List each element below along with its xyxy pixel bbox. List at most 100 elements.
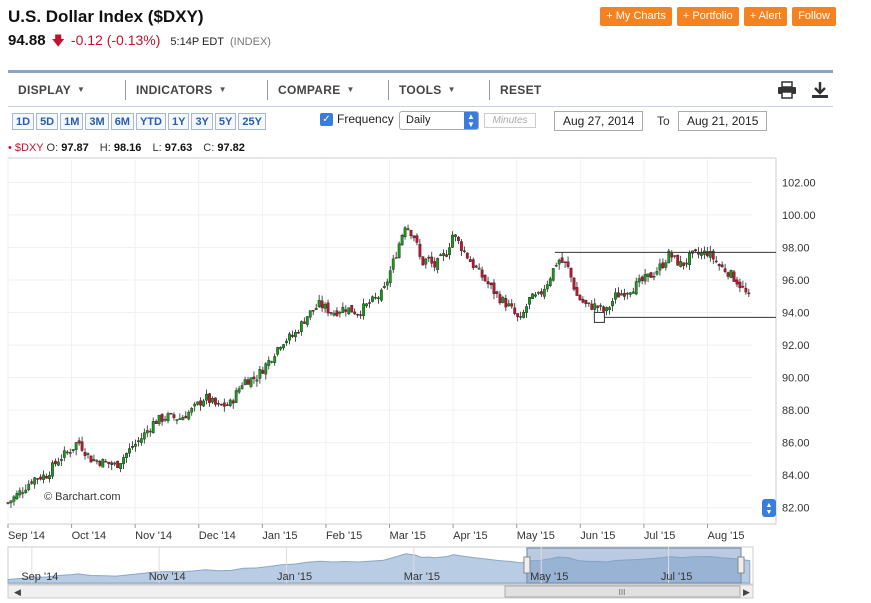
minutes-input[interactable]: Minutes	[484, 113, 536, 128]
frequency-select[interactable]: Daily ▲ ▼	[399, 111, 479, 130]
menu-reset[interactable]: RESET	[490, 79, 552, 101]
candle-body	[474, 265, 478, 268]
candle-body	[83, 452, 87, 456]
menu-display[interactable]: DISPLAY ▼	[8, 79, 125, 101]
x-tick-label: Oct '14	[72, 530, 107, 542]
candle-body	[353, 311, 357, 315]
y-tick-label: 88.00	[782, 405, 810, 417]
candle-body	[368, 302, 371, 304]
y-tick-label: 94.00	[782, 308, 810, 320]
x-tick-label: Feb '15	[326, 530, 362, 542]
candle-body	[388, 270, 392, 284]
candle-body	[311, 310, 315, 312]
candle-body	[578, 295, 582, 301]
candle-body	[113, 462, 117, 465]
arrow-right-icon[interactable]: ▶	[743, 587, 750, 597]
candle-body	[30, 481, 34, 484]
candle-body	[602, 306, 606, 312]
candle-body	[148, 430, 152, 433]
candle-body	[270, 361, 274, 363]
date-from-input[interactable]: Aug 27, 2014	[554, 111, 644, 131]
arrow-left-icon[interactable]: ◀	[14, 587, 21, 597]
candle-body	[531, 293, 534, 299]
candle-body	[673, 255, 677, 257]
navigator-tick-label: Sep '14	[21, 571, 58, 583]
menu-compare[interactable]: COMPARE ▼	[268, 79, 388, 101]
date-to-input[interactable]: Aug 21, 2015	[678, 111, 768, 131]
x-tick-label: Aug '15	[707, 530, 744, 542]
candle-body	[599, 305, 603, 307]
y-axis: 82.00 84.00 86.00 88.00 90.00 92.00 94.00 96.00…	[782, 177, 816, 514]
candle-body	[492, 282, 496, 294]
candle-body	[382, 286, 386, 288]
menu-tools[interactable]: TOOLS ▼	[389, 79, 489, 101]
scrollbar-thumb[interactable]	[504, 585, 741, 598]
action-buttons: + My Charts + Portfolio + Alert Follow	[600, 7, 836, 26]
menubar-divider	[8, 106, 833, 107]
range-3y[interactable]: 3Y	[191, 113, 213, 130]
chevron-down-icon: ▼	[77, 85, 86, 94]
menu-indicators[interactable]: INDICATORS ▼	[126, 79, 267, 101]
down-arrow-icon: 🡇	[51, 33, 65, 48]
range-3m[interactable]: 3M	[85, 113, 109, 130]
x-tick-label: Dec '14	[199, 530, 236, 542]
candle-body	[166, 413, 170, 422]
candle-body	[297, 332, 300, 334]
candle-body	[634, 281, 638, 295]
range-25y[interactable]: 25Y	[238, 113, 266, 130]
candle-body	[163, 419, 167, 421]
candle-body	[139, 438, 143, 443]
last-price: 94.88	[8, 32, 46, 49]
ohlc-open-label: O:	[46, 142, 59, 154]
portfolio-button[interactable]: + Portfolio	[676, 7, 739, 26]
candle-body	[489, 282, 493, 286]
my-charts-button[interactable]: + My Charts	[600, 7, 672, 26]
candle-body	[394, 257, 398, 259]
candle-body	[264, 363, 268, 375]
range-ytd[interactable]: YTD	[135, 113, 166, 130]
candle-body	[359, 314, 363, 316]
candle-body	[371, 296, 374, 302]
candle-body	[95, 460, 99, 462]
candle-body	[554, 264, 558, 267]
candle-body	[397, 243, 401, 258]
range-1y[interactable]: 1Y	[167, 113, 190, 130]
print-icon[interactable]	[777, 81, 797, 102]
y-tick-label: 82.00	[782, 503, 810, 515]
chevron-up-icon: ▲	[766, 502, 773, 509]
frequency-checkbox[interactable]: ✓	[320, 112, 333, 126]
range-5d[interactable]: 5D	[36, 113, 59, 130]
candle-body	[216, 403, 220, 405]
navigator-selection[interactable]	[526, 547, 742, 584]
menu-compare-label: COMPARE	[278, 82, 341, 97]
candle-body	[513, 307, 517, 314]
y-tick-label: 92.00	[782, 340, 810, 352]
candle-body	[302, 321, 306, 324]
candle-body	[569, 267, 573, 278]
menu-divider	[388, 79, 389, 100]
candle-body	[646, 273, 650, 277]
scroll-toggle-button[interactable]	[762, 499, 776, 517]
range-1m[interactable]: 1M	[60, 113, 84, 130]
candle-body	[228, 399, 232, 406]
ohlc-readout: • $DXY O: 97.87 H: 98.16 L: 97.63 C: 97.…	[8, 142, 253, 154]
candle-body	[42, 474, 45, 480]
candle-body	[125, 452, 128, 459]
download-icon[interactable]	[811, 81, 829, 102]
range-5y[interactable]: 5Y	[214, 113, 237, 130]
candle-body	[214, 397, 217, 405]
range-6m[interactable]: 6M	[110, 113, 134, 130]
candle-body	[581, 298, 585, 303]
candle-body	[723, 268, 727, 272]
candle-body	[445, 254, 448, 257]
range-1d[interactable]: 1D	[12, 113, 35, 130]
candle-body	[101, 459, 105, 468]
menu-tools-label: TOOLS	[399, 82, 442, 97]
candle-body	[560, 257, 564, 263]
navigator-handle-right[interactable]	[737, 556, 745, 574]
navigator-handle-left[interactable]	[523, 556, 531, 574]
follow-button[interactable]: Follow	[792, 7, 836, 26]
navigator[interactable]: Sep '14 Nov '14 Jan '15 Mar '15 May '15 Jul '…	[7, 546, 754, 585]
alert-button[interactable]: + Alert	[743, 7, 788, 26]
